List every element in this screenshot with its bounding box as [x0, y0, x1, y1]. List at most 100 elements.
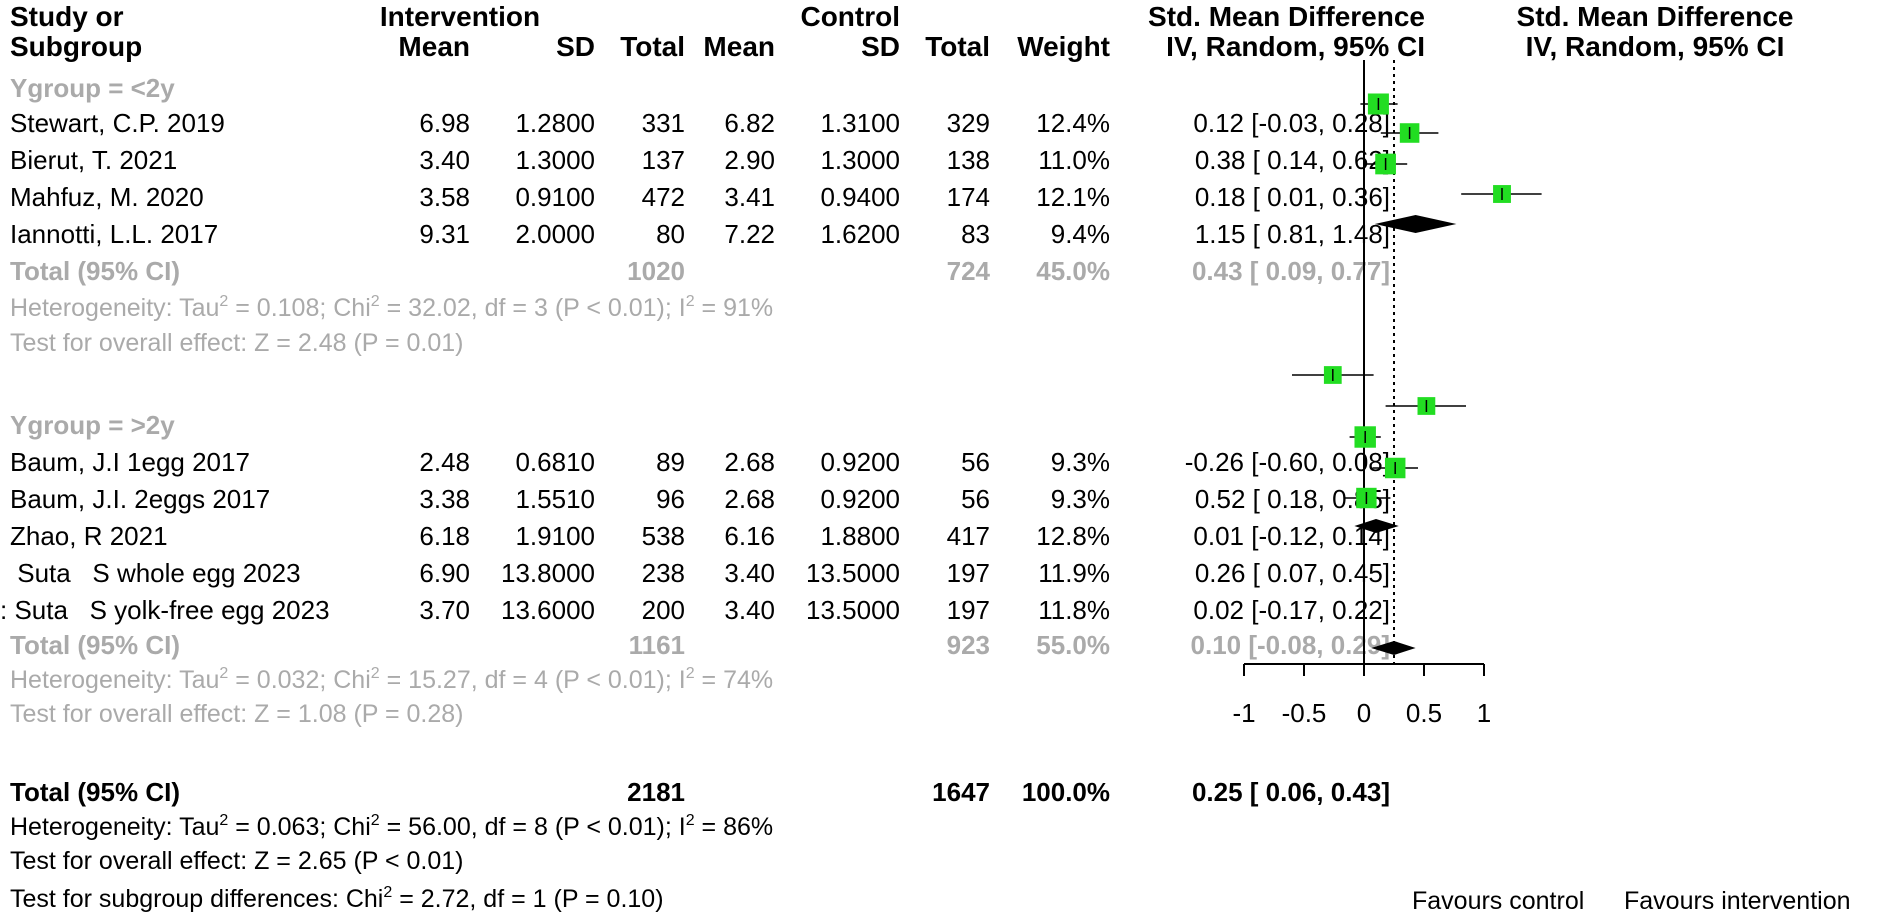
- smd-ci: 1.15 [ 0.81, 1.48]: [1194, 219, 1390, 249]
- int-total: 1020: [627, 256, 685, 286]
- ctl-total: 174: [946, 182, 990, 212]
- forest-plot: Std. Mean Difference IV, Random, 95% CI …: [1232, 0, 1902, 922]
- summary-diamond: [1354, 519, 1399, 533]
- ctl-sd: 0.9200: [820, 447, 900, 477]
- weight: 12.1%: [1036, 182, 1110, 212]
- header-int-sd: SD: [556, 31, 595, 62]
- int-total: 238: [641, 558, 685, 588]
- ctl-mean: 2.68: [724, 484, 775, 514]
- int-mean: 3.58: [419, 182, 470, 212]
- int-total: 137: [641, 145, 685, 175]
- subgroup-label: Ygroup = >2y: [10, 410, 175, 440]
- int-sd: 13.6000: [501, 595, 595, 625]
- int-sd: 13.8000: [501, 558, 595, 588]
- ctl-total: 724: [946, 256, 990, 286]
- overall-effect-text: Test for overall effect: Z = 1.08 (P = 0…: [10, 700, 464, 728]
- study-name: Iannotti, L.L. 2017: [10, 219, 219, 249]
- weight: 12.8%: [1036, 521, 1110, 551]
- ctl-total: 56: [961, 447, 990, 477]
- ctl-total: 138: [946, 145, 990, 175]
- ctl-mean: 2.68: [724, 447, 775, 477]
- smd-ci: 0.10 [-0.08, 0.29]: [1190, 630, 1390, 660]
- weight: 11.9%: [1038, 558, 1110, 588]
- smd-ci: 0.25 [ 0.06, 0.43]: [1191, 777, 1390, 807]
- weight: 11.0%: [1038, 145, 1110, 175]
- ctl-sd: 1.6200: [820, 219, 900, 249]
- plot-header-line1: Std. Mean Difference: [1516, 1, 1794, 32]
- header-smd-line1: Std. Mean Difference: [1148, 1, 1425, 32]
- subgroup-total-label: Total (95% CI): [10, 630, 180, 660]
- weight: 9.4%: [1050, 219, 1110, 249]
- int-sd: 0.9100: [515, 182, 595, 212]
- smd-ci: 0.02 [-0.17, 0.22]: [1193, 595, 1390, 625]
- int-mean: 3.40: [419, 145, 470, 175]
- ctl-sd: 1.3100: [820, 108, 900, 138]
- ctl-mean: 6.16: [724, 521, 775, 551]
- int-sd: 2.0000: [515, 219, 595, 249]
- ctl-sd: 13.5000: [806, 558, 900, 588]
- header-int-total: Total: [620, 31, 685, 62]
- ctl-mean: 2.90: [724, 145, 775, 175]
- int-total: 80: [656, 219, 685, 249]
- x-tick-label: -1: [1232, 698, 1255, 728]
- smd-ci: 0.18 [ 0.01, 0.36]: [1194, 182, 1390, 212]
- ctl-total: 197: [946, 595, 990, 625]
- int-sd: 1.3000: [515, 145, 595, 175]
- int-mean: 3.70: [419, 595, 470, 625]
- ctl-mean: 6.82: [724, 108, 775, 138]
- header-int-mean: Mean: [398, 31, 470, 62]
- smd-ci: 0.43 [ 0.09, 0.77]: [1191, 256, 1390, 286]
- int-sd: 0.6810: [515, 447, 595, 477]
- header-ctl-sd: SD: [861, 31, 900, 62]
- ctl-total: 197: [946, 558, 990, 588]
- int-mean: 6.98: [419, 108, 470, 138]
- heterogeneity-text: Heterogeneity: Tau2 = 0.032; Chi2 = 15.2…: [10, 665, 774, 694]
- x-tick-label: 0.5: [1406, 698, 1442, 728]
- favours-intervention-label: Favours intervention: [1624, 887, 1851, 915]
- overall-heterogeneity-text: Heterogeneity: Tau2 = 0.063; Chi2 = 56.0…: [10, 812, 774, 841]
- header-study-line1: Study or: [10, 1, 124, 32]
- ctl-mean: 7.22: [724, 219, 775, 249]
- summary-diamond: [1371, 641, 1416, 655]
- ctl-sd: 1.8800: [820, 521, 900, 551]
- int-total: 89: [656, 447, 685, 477]
- int-total: 200: [641, 595, 685, 625]
- subgroup-label: Ygroup = <2y: [10, 73, 175, 103]
- ctl-total: 1647: [932, 777, 990, 807]
- weight: 9.3%: [1050, 484, 1110, 514]
- forest-table: Study or Subgroup Intervention Control M…: [0, 1, 1425, 914]
- ctl-total: 56: [961, 484, 990, 514]
- ctl-mean: 3.40: [724, 595, 775, 625]
- header-study-line2: Subgroup: [10, 31, 143, 62]
- ctl-sd: 0.9400: [820, 182, 900, 212]
- x-tick-label: 0: [1357, 698, 1371, 728]
- heterogeneity-text: Heterogeneity: Tau2 = 0.108; Chi2 = 32.0…: [10, 293, 774, 322]
- int-total: 331: [641, 108, 685, 138]
- ctl-sd: 0.9200: [820, 484, 900, 514]
- study-name: Baum, J.I 1egg 2017: [10, 447, 250, 477]
- int-sd: 1.2800: [515, 108, 595, 138]
- study-name: Zhao, R 2021: [10, 521, 168, 551]
- weight: 55.0%: [1036, 630, 1110, 660]
- header-smd-line2: IV, Random, 95% CI: [1166, 31, 1425, 62]
- x-tick-label: 1: [1477, 698, 1491, 728]
- study-name: Baum, J.I. 2eggs 2017: [10, 484, 271, 514]
- int-total: 96: [656, 484, 685, 514]
- weight: 100.0%: [1021, 777, 1110, 807]
- int-mean: 2.48: [419, 447, 470, 477]
- int-mean: 9.31: [419, 219, 470, 249]
- subgroup-difference-text: Test for subgroup differences: Chi2 = 2.…: [10, 884, 664, 913]
- plot-header-line2: IV, Random, 95% CI: [1525, 31, 1785, 62]
- header-ctl-total: Total: [925, 31, 990, 62]
- ctl-total: 83: [961, 219, 990, 249]
- int-total: 472: [641, 182, 685, 212]
- int-mean: 6.18: [419, 521, 470, 551]
- weight: 9.3%: [1050, 447, 1110, 477]
- ctl-sd: 13.5000: [806, 595, 900, 625]
- study-name: : Suta S yolk-free egg 2023: [0, 595, 330, 625]
- overall-effect-text: Test for overall effect: Z = 2.65 (P < 0…: [10, 847, 464, 875]
- study-name: Mahfuz, M. 2020: [10, 182, 204, 212]
- summary-diamond: [1374, 215, 1457, 233]
- smd-ci: -0.26 [-0.60, 0.08]: [1184, 447, 1390, 477]
- int-sd: 1.5510: [515, 484, 595, 514]
